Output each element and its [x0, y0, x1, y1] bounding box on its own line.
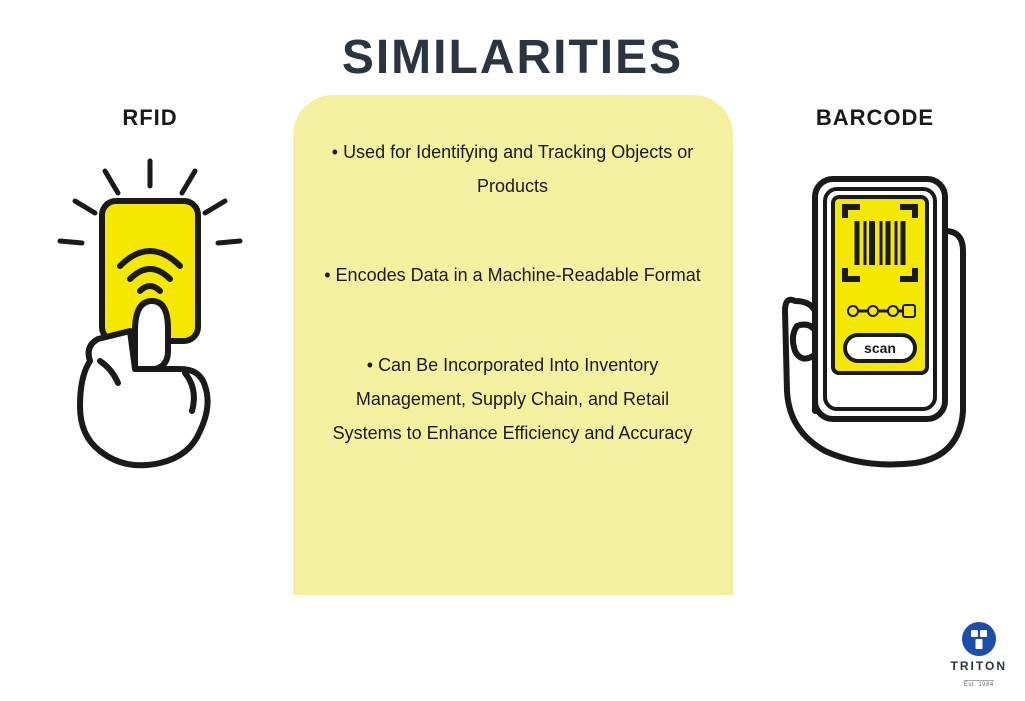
bullet-item: Encodes Data in a Machine-Readable Forma… — [323, 258, 703, 292]
bullet-item: Used for Identifying and Tracking Object… — [323, 135, 703, 203]
brand-mark: TRITON Est. 1984 — [951, 621, 1007, 691]
barcode-scanner-icon: scan — [765, 151, 985, 471]
scan-button-text: scan — [864, 340, 896, 356]
rfid-icon — [40, 151, 260, 471]
triton-logo-icon — [961, 621, 997, 657]
main-layout: RFID — [0, 85, 1025, 595]
bullet-item: Can Be Incorporated Into Inventory Manag… — [323, 348, 703, 451]
rfid-label: RFID — [122, 105, 177, 131]
page-title: SIMILARITIES — [0, 30, 1025, 85]
similarities-panel: Used for Identifying and Tracking Object… — [293, 95, 733, 595]
barcode-label: BARCODE — [816, 105, 934, 131]
brand-subtext: Est. 1984 — [964, 680, 994, 688]
left-column: RFID — [40, 105, 260, 471]
right-column: BARCODE — [765, 105, 985, 471]
